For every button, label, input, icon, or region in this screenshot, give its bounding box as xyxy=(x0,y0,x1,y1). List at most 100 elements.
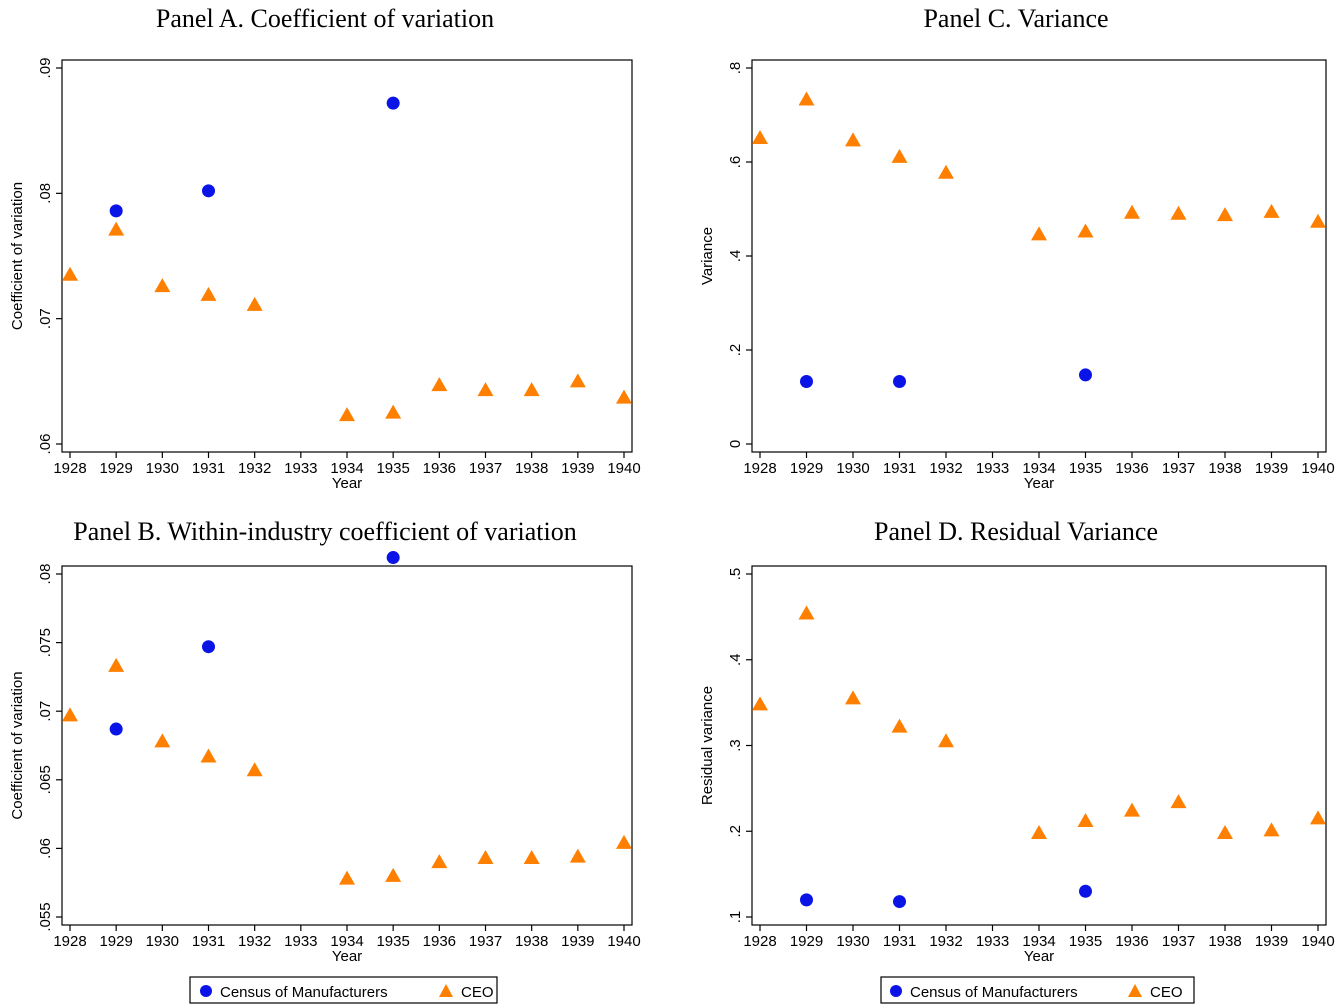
x-tick-label: 1928 xyxy=(53,933,86,950)
x-tick-label: 1935 xyxy=(376,460,409,477)
x-axis-title: Year xyxy=(332,948,362,965)
ceo-point xyxy=(569,373,586,388)
ceo-point xyxy=(431,854,448,869)
y-tick-label: .2 xyxy=(727,825,744,838)
panel-c-title: Panel C. Variance xyxy=(923,4,1108,33)
y-tick-label: .8 xyxy=(727,62,744,75)
ceo-point xyxy=(477,850,494,865)
x-tick-label: 1932 xyxy=(929,933,962,950)
ceo-point xyxy=(938,164,954,179)
x-tick-label: 1937 xyxy=(1162,460,1195,477)
ceo-point xyxy=(246,296,263,311)
x-tick-label: 1934 xyxy=(1022,460,1055,477)
x-tick-label: 1936 xyxy=(1115,460,1148,477)
panel-b-title: Panel B. Within-industry coefficient of … xyxy=(73,517,576,546)
y-tick-label: .06 xyxy=(37,838,54,859)
y-tick-label: .09 xyxy=(37,58,54,79)
ceo-point xyxy=(62,707,78,722)
ceo-point xyxy=(1263,822,1280,837)
x-tick-label: 1938 xyxy=(1208,933,1241,950)
panel-d-plot: 1928 1929 1930 1931 1932 1933 1934 1935 1936 1937… xyxy=(699,565,1335,965)
ceo-point xyxy=(154,278,171,293)
y-tick-label: .07 xyxy=(37,701,54,722)
legend-ceo-marker xyxy=(1128,984,1142,997)
ceo-point xyxy=(108,221,125,236)
census-point xyxy=(1079,368,1092,382)
x-tick-label: 1940 xyxy=(1301,933,1334,950)
ceo-point xyxy=(616,389,632,404)
ceo-point xyxy=(1077,223,1094,238)
y-tick-label: .075 xyxy=(37,628,54,657)
legend-census-label: Census of Manufacturers xyxy=(220,984,388,1001)
ceo-point xyxy=(1170,794,1187,809)
x-axis-title: Year xyxy=(332,475,362,492)
ceo-point xyxy=(523,850,540,865)
ceo-point xyxy=(616,834,632,849)
x-tick-label: 1935 xyxy=(1069,460,1102,477)
x-tick-label: 1935 xyxy=(376,933,409,950)
census-point xyxy=(893,374,906,388)
legend-ceo-label: CEO xyxy=(1150,984,1183,1001)
ceo-point xyxy=(1077,812,1094,827)
y-tick-label: .06 xyxy=(37,434,54,455)
x-tick-label: 1933 xyxy=(976,933,1009,950)
panel-c-plot: 1928 1929 1930 1931 1932 1933 1934 1935 1936 1937… xyxy=(699,59,1335,492)
legend-ceo-marker xyxy=(439,984,453,997)
legend-ceo-label: CEO xyxy=(461,984,494,1001)
plot-frame xyxy=(751,59,1327,453)
ceo-point xyxy=(752,130,768,145)
x-tick-label: 1929 xyxy=(790,460,823,477)
ceo-point xyxy=(569,848,586,863)
x-tick-label: 1931 xyxy=(883,933,916,950)
x-axis-title: Year xyxy=(1024,475,1054,492)
y-tick-label: .08 xyxy=(37,564,54,585)
ceo-point xyxy=(523,382,540,397)
x-tick-label: 1937 xyxy=(469,460,502,477)
y-axis-title: Residual variance xyxy=(699,686,716,805)
ceo-point xyxy=(1170,205,1187,220)
x-axis-title: Year xyxy=(1024,948,1054,965)
x-tick-label: 1939 xyxy=(1255,933,1288,950)
y-tick-label: .055 xyxy=(37,902,54,931)
x-tick-label: 1940 xyxy=(1301,460,1334,477)
x-tick-label: 1937 xyxy=(1162,933,1195,950)
x-tick-label: 1932 xyxy=(238,933,271,950)
panel-d-title: Panel D. Residual Variance xyxy=(874,517,1158,546)
census-point xyxy=(109,204,123,218)
ceo-point xyxy=(1310,810,1326,825)
panel-b-plot: 1928 1929 1930 1931 1932 1933 1934 1935 1936 1937… xyxy=(9,551,641,965)
ceo-point xyxy=(339,407,355,422)
ceo-point xyxy=(246,762,263,777)
x-tick-label: 1933 xyxy=(284,933,317,950)
census-point xyxy=(109,722,123,736)
census-point xyxy=(202,640,215,654)
x-tick-label: 1928 xyxy=(743,933,776,950)
y-tick-label: .6 xyxy=(727,156,744,169)
ceo-point xyxy=(1310,213,1326,228)
census-point xyxy=(800,893,813,907)
x-tick-label: 1939 xyxy=(561,933,594,950)
y-tick-label: .07 xyxy=(37,308,54,329)
y-tick-label: .4 xyxy=(727,250,744,263)
x-tick-label: 1938 xyxy=(1208,460,1241,477)
y-tick-label: .1 xyxy=(727,911,744,924)
y-tick-label: .4 xyxy=(727,653,744,666)
ceo-point xyxy=(752,696,768,711)
ceo-point xyxy=(938,733,954,748)
census-point xyxy=(386,96,400,110)
census-point xyxy=(1079,884,1092,898)
ceo-point xyxy=(891,148,908,163)
ceo-point xyxy=(1031,824,1047,839)
ceo-point xyxy=(845,132,861,147)
ceo-point xyxy=(891,718,908,733)
ceo-point xyxy=(1124,802,1140,817)
panel-a-plot: 1928 1929 1930 1931 1932 1933 1934 1935 1936 1937… xyxy=(9,58,641,492)
census-point xyxy=(386,551,400,565)
x-tick-label: 1938 xyxy=(515,460,548,477)
ceo-point xyxy=(108,657,125,672)
ceo-point xyxy=(200,748,217,763)
y-tick-label: .3 xyxy=(727,739,744,752)
plot-frame xyxy=(61,59,633,453)
x-tick-label: 1940 xyxy=(607,933,640,950)
